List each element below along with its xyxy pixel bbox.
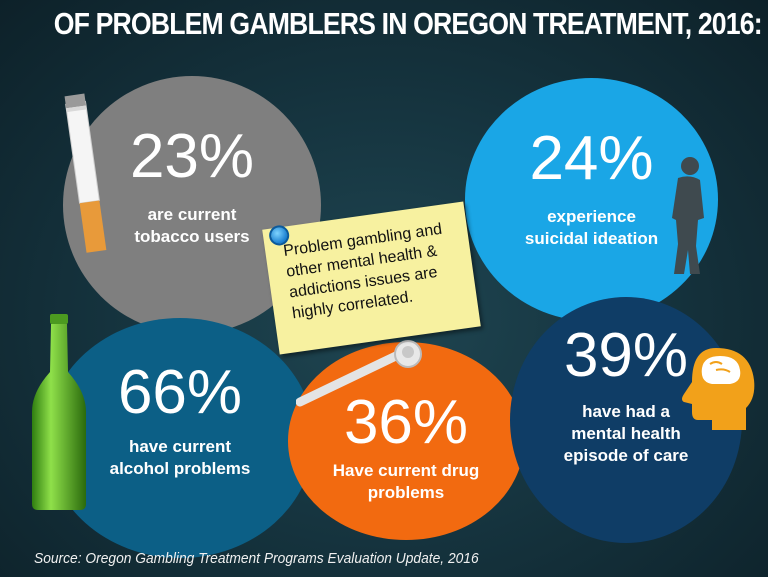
alcohol-label: have current alcohol problems — [109, 437, 251, 478]
drug-stat-circle: 36% Have current drug problems — [288, 342, 524, 540]
head-brain-icon — [682, 348, 755, 430]
cigarette-icon — [64, 93, 107, 253]
note-text: Problem gambling and other mental health… — [282, 220, 444, 323]
beer-bottle-icon — [32, 314, 86, 510]
person-silhouette-icon — [672, 157, 704, 274]
sticky-note: Problem gambling and other mental health… — [262, 201, 481, 355]
pipe-icon — [296, 340, 422, 407]
source-citation: Source: Oregon Gambling Treatment Progra… — [34, 550, 479, 567]
mental-percent: 39% — [563, 321, 689, 390]
mental-label: have had a mental health episode of care — [563, 402, 689, 465]
tobacco-stat-circle: 23% are current tobacco users — [63, 76, 321, 334]
alcohol-stat-circle: 66% have current alcohol problems — [46, 318, 314, 558]
suicide-stat-circle: 24% experience suicidal ideation — [465, 78, 718, 321]
alcohol-percent: 66% — [117, 358, 243, 427]
suicide-percent: 24% — [529, 124, 654, 193]
page-title: OF PROBLEM GAMBLERS IN OREGON TREATMENT,… — [53, 6, 763, 41]
tobacco-percent: 23% — [129, 122, 255, 191]
tobacco-label: are current tobacco users — [134, 205, 250, 246]
suicide-label: experience suicidal ideation — [524, 207, 659, 248]
drug-percent: 36% — [343, 388, 469, 457]
drug-label: Have current drug problems — [332, 461, 480, 502]
